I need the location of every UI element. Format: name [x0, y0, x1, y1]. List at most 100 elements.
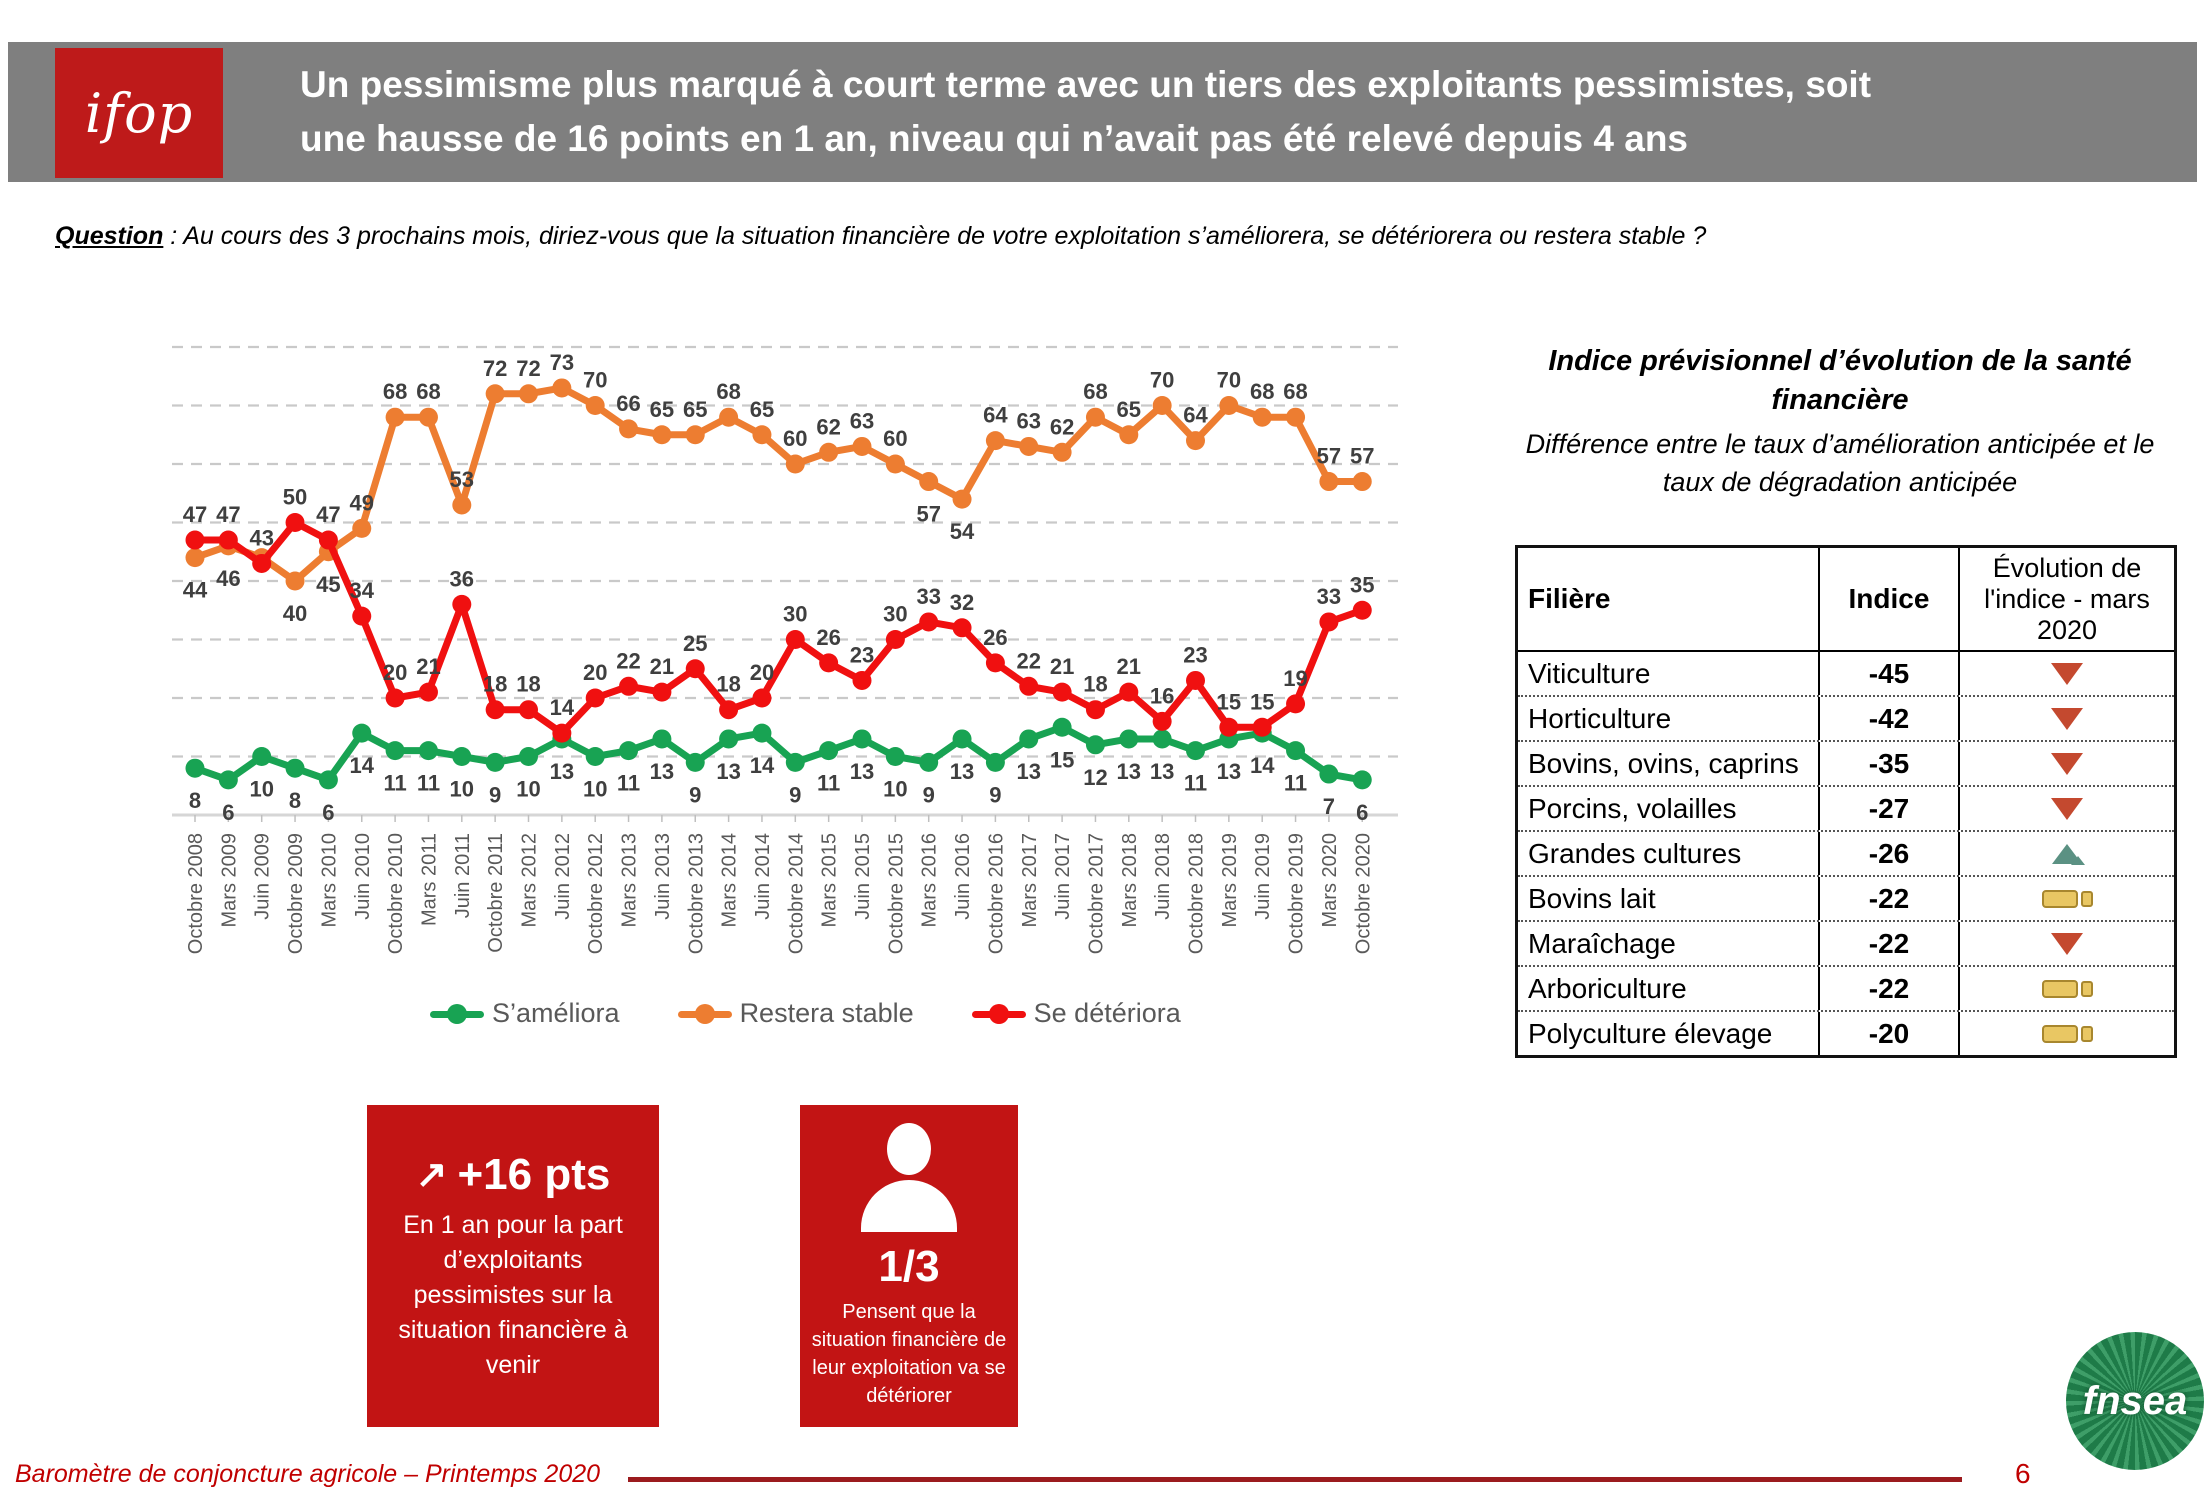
- data-label-ameliora: 8: [189, 788, 201, 813]
- data-point-ameliora: [1186, 741, 1205, 761]
- data-point-stable: [1019, 436, 1039, 456]
- data-point-ameliora: [185, 758, 205, 778]
- table-cell-filiere: Bovins, ovins, caprins: [1528, 747, 1799, 779]
- legend-marker-red-icon: [971, 1003, 1026, 1025]
- x-axis-label: Mars 2017: [1019, 833, 1041, 928]
- data-point-deteriora: [352, 606, 372, 626]
- data-label-deteriora: 21: [1050, 654, 1074, 679]
- data-label-stable: 70: [1150, 368, 1174, 393]
- data-label-stable: 53: [450, 467, 474, 492]
- table-cell-filiere: Bovins lait: [1528, 882, 1656, 914]
- data-point-stable: [1219, 396, 1239, 415]
- x-axis-label: Juin 2011: [452, 833, 474, 918]
- data-point-ameliora: [1152, 729, 1172, 749]
- data-label-ameliora: 11: [383, 771, 406, 796]
- callout-plus16pts: ↗ +16 pts En 1 an pour la part d’exploit…: [367, 1105, 659, 1427]
- chart-legend: S’améliora Restera stable Se détériora: [430, 998, 1181, 1029]
- x-axis-label: Juin 2016: [952, 833, 974, 920]
- table-cell-indice: -42: [1818, 697, 1958, 740]
- data-label-ameliora: 13: [1117, 759, 1141, 784]
- data-point-ameliora: [719, 729, 739, 749]
- x-axis-label: Octobre 2008: [185, 833, 207, 954]
- data-point-deteriora: [1219, 717, 1239, 737]
- table-cell-indice: -20: [1818, 1012, 1958, 1055]
- data-point-stable: [1319, 472, 1339, 492]
- data-label-ameliora: 11: [1284, 771, 1307, 796]
- data-label-ameliora: 14: [750, 753, 775, 778]
- data-label-ameliora: 9: [689, 782, 701, 807]
- data-point-ameliora: [819, 741, 839, 761]
- data-point-deteriora: [318, 530, 338, 550]
- data-point-deteriora: [819, 653, 839, 673]
- x-axis-label: Mars 2015: [819, 833, 841, 928]
- data-label-deteriora: 18: [716, 672, 740, 697]
- data-label-stable: 65: [650, 397, 674, 422]
- footer-rule: [628, 1477, 1962, 1482]
- data-point-deteriora: [652, 682, 672, 702]
- data-point-deteriora: [285, 513, 305, 532]
- data-point-ameliora: [252, 747, 272, 766]
- data-point-deteriora: [418, 682, 438, 702]
- data-label-stable: 72: [516, 356, 540, 381]
- series-line-deteriora: [191, 519, 1366, 737]
- data-point-stable: [1085, 407, 1105, 427]
- index-panel-title: Indice prévisionnel d’évolution de la sa…: [1480, 342, 2200, 502]
- data-point-stable: [1286, 407, 1306, 427]
- data-label-ameliora: 7: [1323, 794, 1335, 819]
- table-row: Maraîchage -22: [1518, 920, 2174, 965]
- data-point-stable: [1252, 407, 1272, 427]
- table-cell-filiere: Maraîchage: [1528, 927, 1676, 959]
- data-label-ameliora: 12: [1083, 765, 1107, 790]
- data-label-stable: 68: [1283, 379, 1307, 404]
- data-point-deteriora: [1352, 600, 1372, 620]
- x-axis-label: Octobre 2010: [385, 833, 407, 954]
- trend-down-icon: [2051, 707, 2083, 730]
- data-point-ameliora: [1052, 717, 1072, 737]
- data-label-deteriora: 25: [683, 631, 707, 656]
- data-point-stable: [985, 431, 1005, 451]
- header-bar: [8, 42, 2197, 182]
- data-point-ameliora: [1352, 770, 1372, 790]
- data-label-deteriora: 14: [550, 695, 575, 720]
- data-label-deteriora: 15: [1217, 689, 1241, 714]
- x-axis-label: Octobre 2019: [1286, 833, 1308, 954]
- data-label-stable: 72: [483, 356, 507, 381]
- data-label-stable: 64: [1183, 403, 1208, 428]
- data-label-ameliora: 14: [1250, 753, 1275, 778]
- x-axis-label: Juin 2019: [1252, 833, 1274, 920]
- data-label-ameliora: 13: [1150, 759, 1174, 784]
- data-label-ameliora: 10: [516, 777, 540, 802]
- table-row: Grandes cultures -26: [1518, 830, 2174, 875]
- data-label-deteriora: 47: [316, 502, 340, 527]
- table-column-header: Indice: [1818, 548, 1958, 650]
- x-axis-label: Octobre 2018: [1186, 833, 1208, 954]
- table-row: Arboriculture -22: [1518, 965, 2174, 1010]
- data-label-stable: 45: [316, 572, 340, 597]
- legend-item-deteriora: Se détériora: [971, 998, 1181, 1029]
- callout-headline-text: +16 pts: [457, 1149, 611, 1199]
- data-label-deteriora: 20: [583, 660, 607, 685]
- data-label-stable: 66: [616, 391, 640, 416]
- data-point-stable: [819, 442, 839, 462]
- data-point-ameliora: [652, 729, 672, 749]
- data-label-deteriora: 32: [950, 590, 974, 615]
- trend-down-icon: [2051, 752, 2083, 775]
- data-label-ameliora: 9: [923, 782, 935, 807]
- x-axis-label: Mars 2011: [418, 833, 440, 926]
- trend-stable-icon: [2041, 979, 2093, 998]
- data-point-deteriora: [1186, 670, 1205, 690]
- table-cell-filiere: Grandes cultures: [1528, 837, 1742, 869]
- data-point-deteriora: [752, 688, 772, 708]
- data-point-deteriora: [485, 700, 505, 720]
- data-label-stable: 57: [916, 502, 940, 527]
- data-point-ameliora: [218, 770, 238, 790]
- data-point-deteriora: [1286, 694, 1306, 714]
- x-axis-label: Juin 2012: [552, 833, 574, 920]
- data-label-deteriora: 47: [216, 502, 240, 527]
- data-point-ameliora: [352, 723, 372, 743]
- data-point-ameliora: [1286, 741, 1306, 761]
- data-point-deteriora: [785, 630, 805, 649]
- x-axis-label: Octobre 2020: [1352, 833, 1374, 954]
- indices-table-body: Viticulture -45 Horticulture -42 Bovins, ovi…: [1518, 652, 2174, 1055]
